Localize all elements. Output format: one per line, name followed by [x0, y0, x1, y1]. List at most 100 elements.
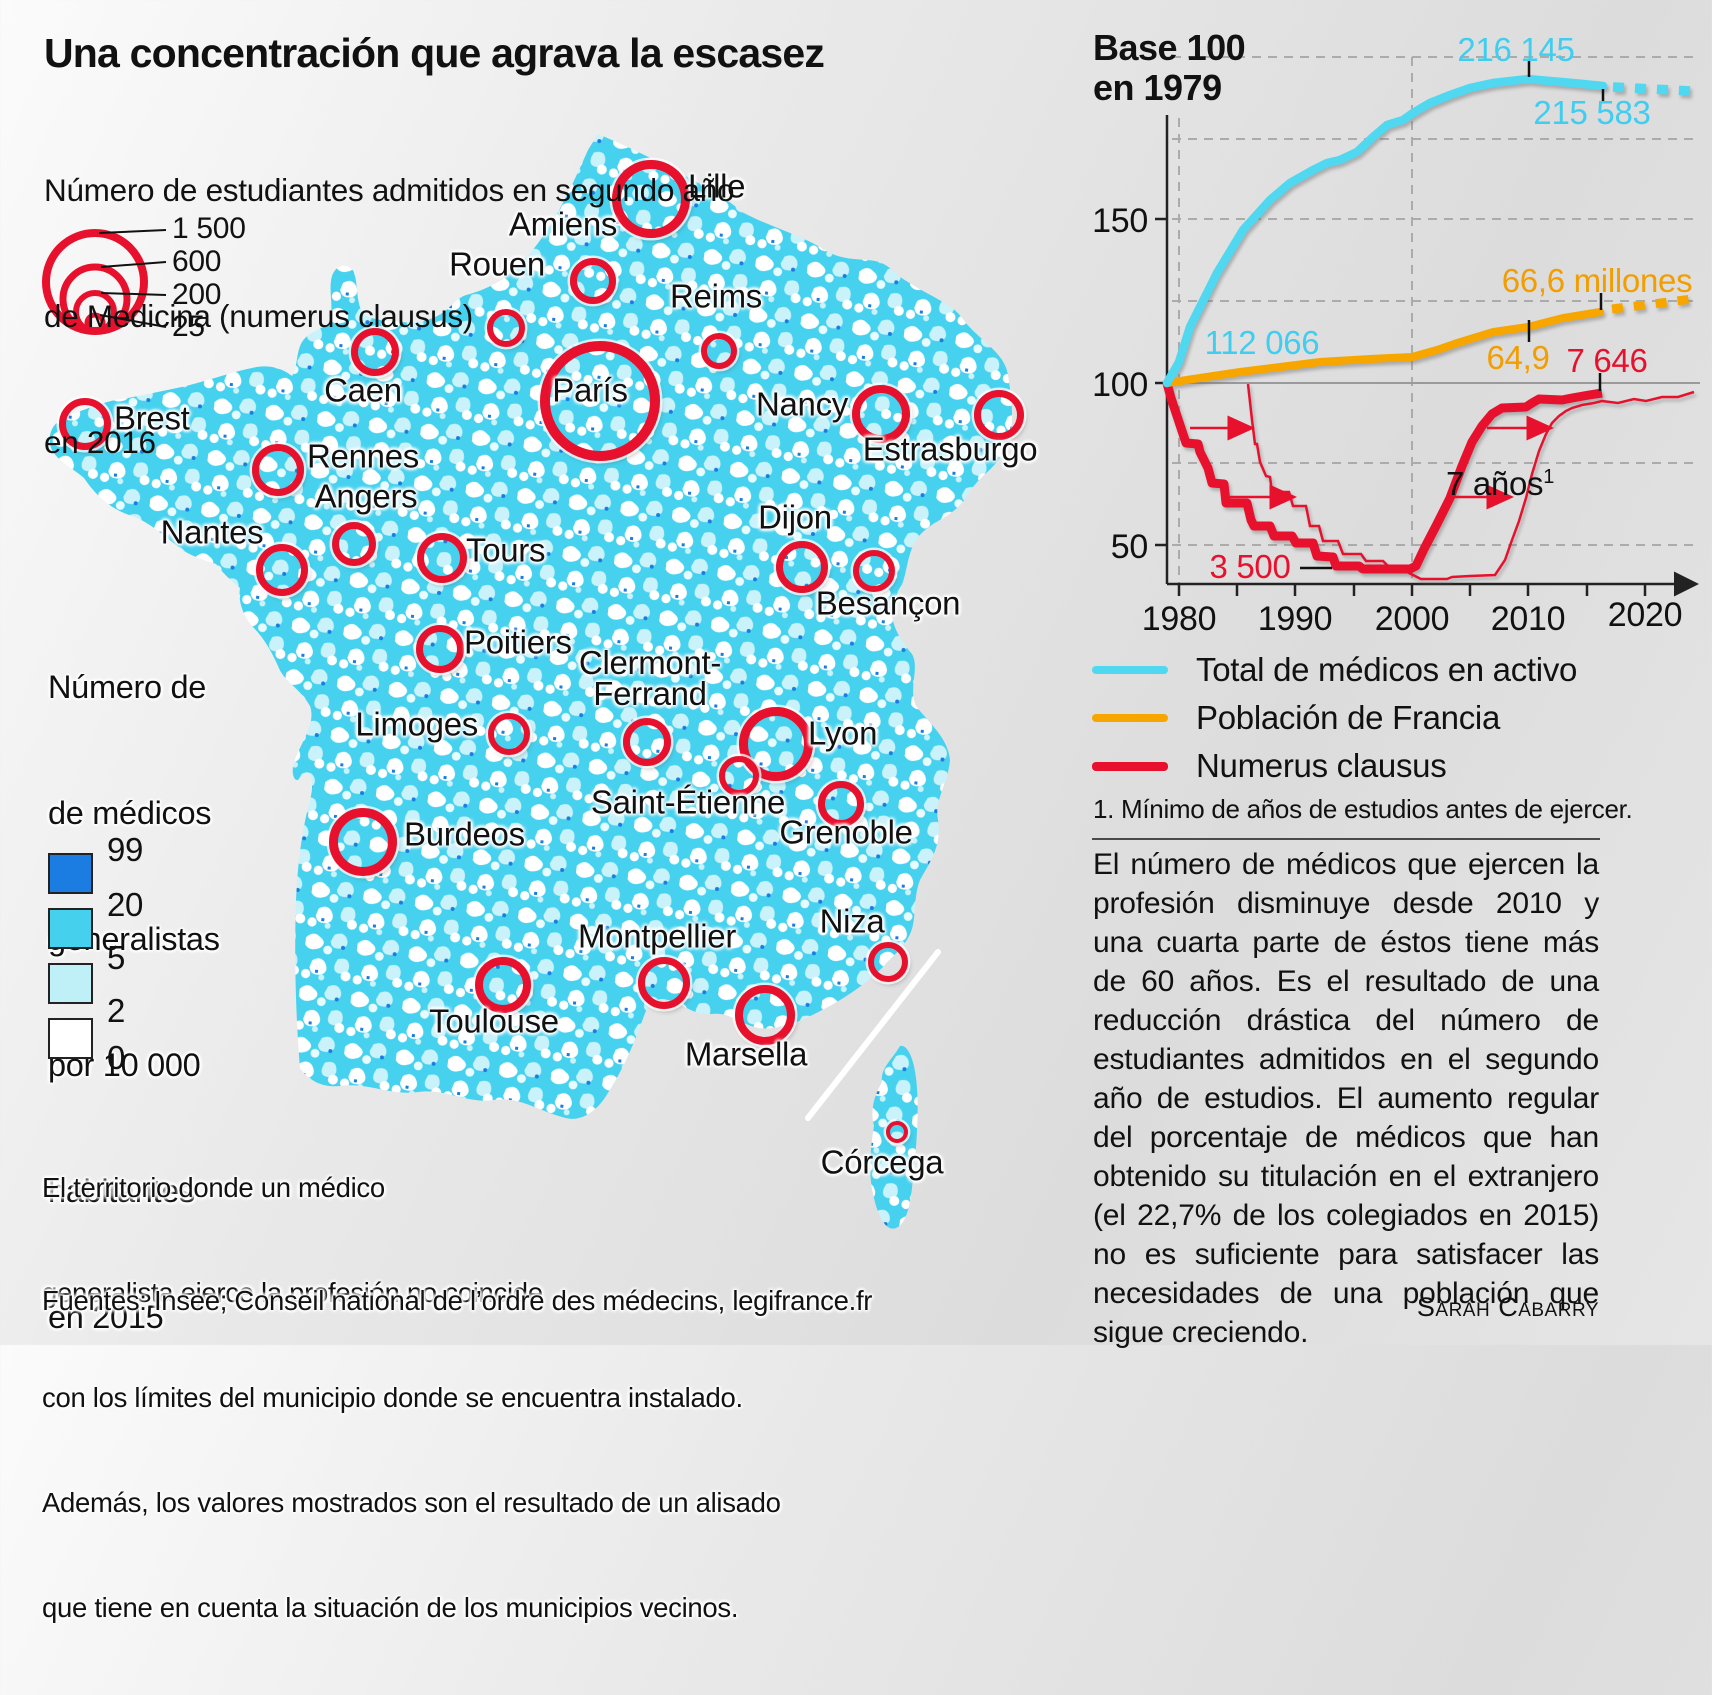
page-title: Una concentración que agrava la escasez [44, 30, 825, 76]
map-notes: El territorio donde un médico generalist… [42, 1100, 781, 1695]
chart-base-label: Base 100 en 1979 [1093, 27, 1246, 108]
sources-line: Fuentes: Insee; Conseil national de l’or… [42, 1285, 873, 1316]
city-label-corcega: Córcega [820, 1143, 944, 1181]
city-label-nancy: Nancy [755, 385, 848, 423]
annotation-shift-sup: 1 [1543, 466, 1555, 488]
doctors-line [1162, 74, 1608, 388]
legend-swatch-numerus [1092, 762, 1168, 771]
annotation-medicos-end: 215 583 [1533, 94, 1651, 131]
city-circle-dijon [776, 541, 828, 593]
city-circle-nancy [852, 385, 910, 443]
city-circle-rouen [487, 309, 525, 347]
corsica-divider-line [805, 949, 941, 1121]
article-text: El número de médicos que ejercen la prof… [1093, 848, 1599, 1349]
city-circle-tours [417, 533, 467, 583]
color-break-2: 2 [107, 992, 126, 1029]
map-note-line3: con los límites del municipio donde se e… [42, 1382, 743, 1413]
color-legend-title-line6: en 2015 [48, 1299, 164, 1335]
city-label-nantes: Nantes [160, 513, 264, 551]
city-label-amiens: Amiens [508, 205, 618, 243]
city-label-reims: Reims [669, 277, 763, 315]
city-label-grenoble: Grenoble [779, 813, 913, 851]
legend-label-medicos: Total de médicos en activo [1196, 651, 1578, 688]
city-label-niza: Niza [819, 902, 885, 940]
city-circle-amiens [570, 258, 616, 304]
city-label-brest: Brest [114, 399, 190, 437]
infographic: Lille Amiens Rouen Reims Caen París Nanc… [42, 27, 1700, 1623]
map-subtitle-line1: Número de estudiantes admitidos en segun… [44, 172, 735, 208]
x-tick-1980: 1980 [1141, 600, 1217, 638]
city-circle-caen [351, 328, 399, 376]
city-circle-montpellier [638, 957, 690, 1009]
city-circle-clermont-ferrand [623, 718, 671, 766]
annotation-numerus-min: 3 500 [1209, 548, 1291, 585]
size-legend-label-200: 200 [172, 278, 222, 311]
map-note-line4: Además, los valores mostrados son el res… [42, 1487, 781, 1518]
city-circle-marsella [735, 985, 795, 1045]
city-label-toulouse: Toulouse [429, 1002, 559, 1040]
color-legend-title: Número de de médicos generalistas por 10… [48, 582, 220, 1422]
map-subtitle: Número de estudiantes admitidos en segun… [44, 85, 734, 547]
annotation-ticks [1300, 61, 1605, 570]
city-circle-grenoble [818, 781, 864, 827]
city-label-montpellier: Montpellier [577, 917, 737, 955]
color-break-5: 5 [107, 939, 126, 976]
city-circle-toulouse [475, 957, 531, 1013]
annotation-medicos-peak: 216 145 [1457, 31, 1575, 68]
city-label-clermont-ferrand: Clermont- Ferrand [578, 644, 722, 712]
vector-layer [42, 56, 1700, 1229]
color-swatch-pale-cyan [48, 963, 93, 1004]
city-label-burdeos: Burdeos [404, 815, 525, 853]
map-note-line2: generalista ejerce la profesión no coinc… [42, 1277, 543, 1308]
legend-swatch-poblacion [1092, 714, 1168, 722]
x-tick-2020: 2020 [1607, 596, 1683, 634]
legend-swatch-medicos [1092, 666, 1168, 674]
numerus-clausus-line [1162, 381, 1603, 574]
city-label-estrasburgo: Estrasburgo [862, 430, 1038, 468]
annotation-shift-text: 7 años [1445, 465, 1544, 502]
legend-label-numerus: Numerus clausus [1196, 747, 1447, 784]
city-circle-reims [701, 333, 737, 369]
size-legend-label-1500: 1 500 [172, 212, 246, 245]
city-label-caen: Caen [324, 371, 402, 409]
city-label-rennes: Rennes [307, 437, 419, 475]
city-circle-saint-etienne [719, 756, 759, 796]
city-label-paris: París [552, 371, 628, 409]
annotation-poblacion-mid: 64,9 [1486, 339, 1550, 376]
city-circle-corcega [886, 1121, 908, 1143]
city-label-lyon: Lyon [808, 714, 878, 752]
color-swatch-white [48, 1018, 93, 1059]
color-swatch-dark-blue [48, 853, 93, 894]
chart-axes [1155, 115, 1699, 597]
city-circle-nantes [256, 544, 308, 596]
map-subtitle-line2: de Medicina (numerus clausus) [44, 298, 473, 334]
color-legend-title-line5: habitantes [48, 1173, 195, 1209]
annotation-medicos-base: 112 066 [1204, 324, 1320, 361]
color-break-20: 20 [107, 886, 144, 923]
color-legend-title-line2: de médicos [48, 795, 212, 831]
doctors-projection-dotted [1612, 82, 1693, 96]
city-circle-lille [612, 160, 690, 238]
color-swatch-cyan [48, 908, 93, 949]
city-label-lille: Lille [688, 167, 746, 205]
city-circle-burdeos [329, 808, 397, 876]
city-circle-poitiers [416, 625, 464, 673]
x-tick-1990: 1990 [1257, 600, 1333, 638]
map-note-line1: El territorio donde un médico [42, 1172, 385, 1203]
city-label-dijon: Dijon [758, 498, 832, 536]
chart-footnote: 1. Mínimo de años de estudios antes de e… [1093, 794, 1633, 824]
annotation-poblacion-end: 66,6 millones [1501, 262, 1693, 299]
size-legend-label-25: 25 [172, 310, 205, 343]
city-circle-paris [540, 341, 660, 461]
size-legend-leaders [98, 229, 167, 328]
map-note-line5: que tiene en cuenta la situación de los … [42, 1592, 739, 1623]
city-label-saint-etienne: Saint-Étienne [590, 783, 786, 821]
city-circle-limoges [488, 713, 530, 755]
city-label-besancon: Besançon [815, 584, 961, 622]
shift-arrows [1190, 415, 1554, 510]
city-label-tours: Tours [466, 531, 546, 569]
annotation-shift: 7 años1 [1446, 465, 1554, 503]
x-tick-2010: 2010 [1490, 600, 1566, 638]
x-tick-2000: 2000 [1374, 600, 1450, 638]
y-tick-50: 50 [1110, 528, 1149, 566]
